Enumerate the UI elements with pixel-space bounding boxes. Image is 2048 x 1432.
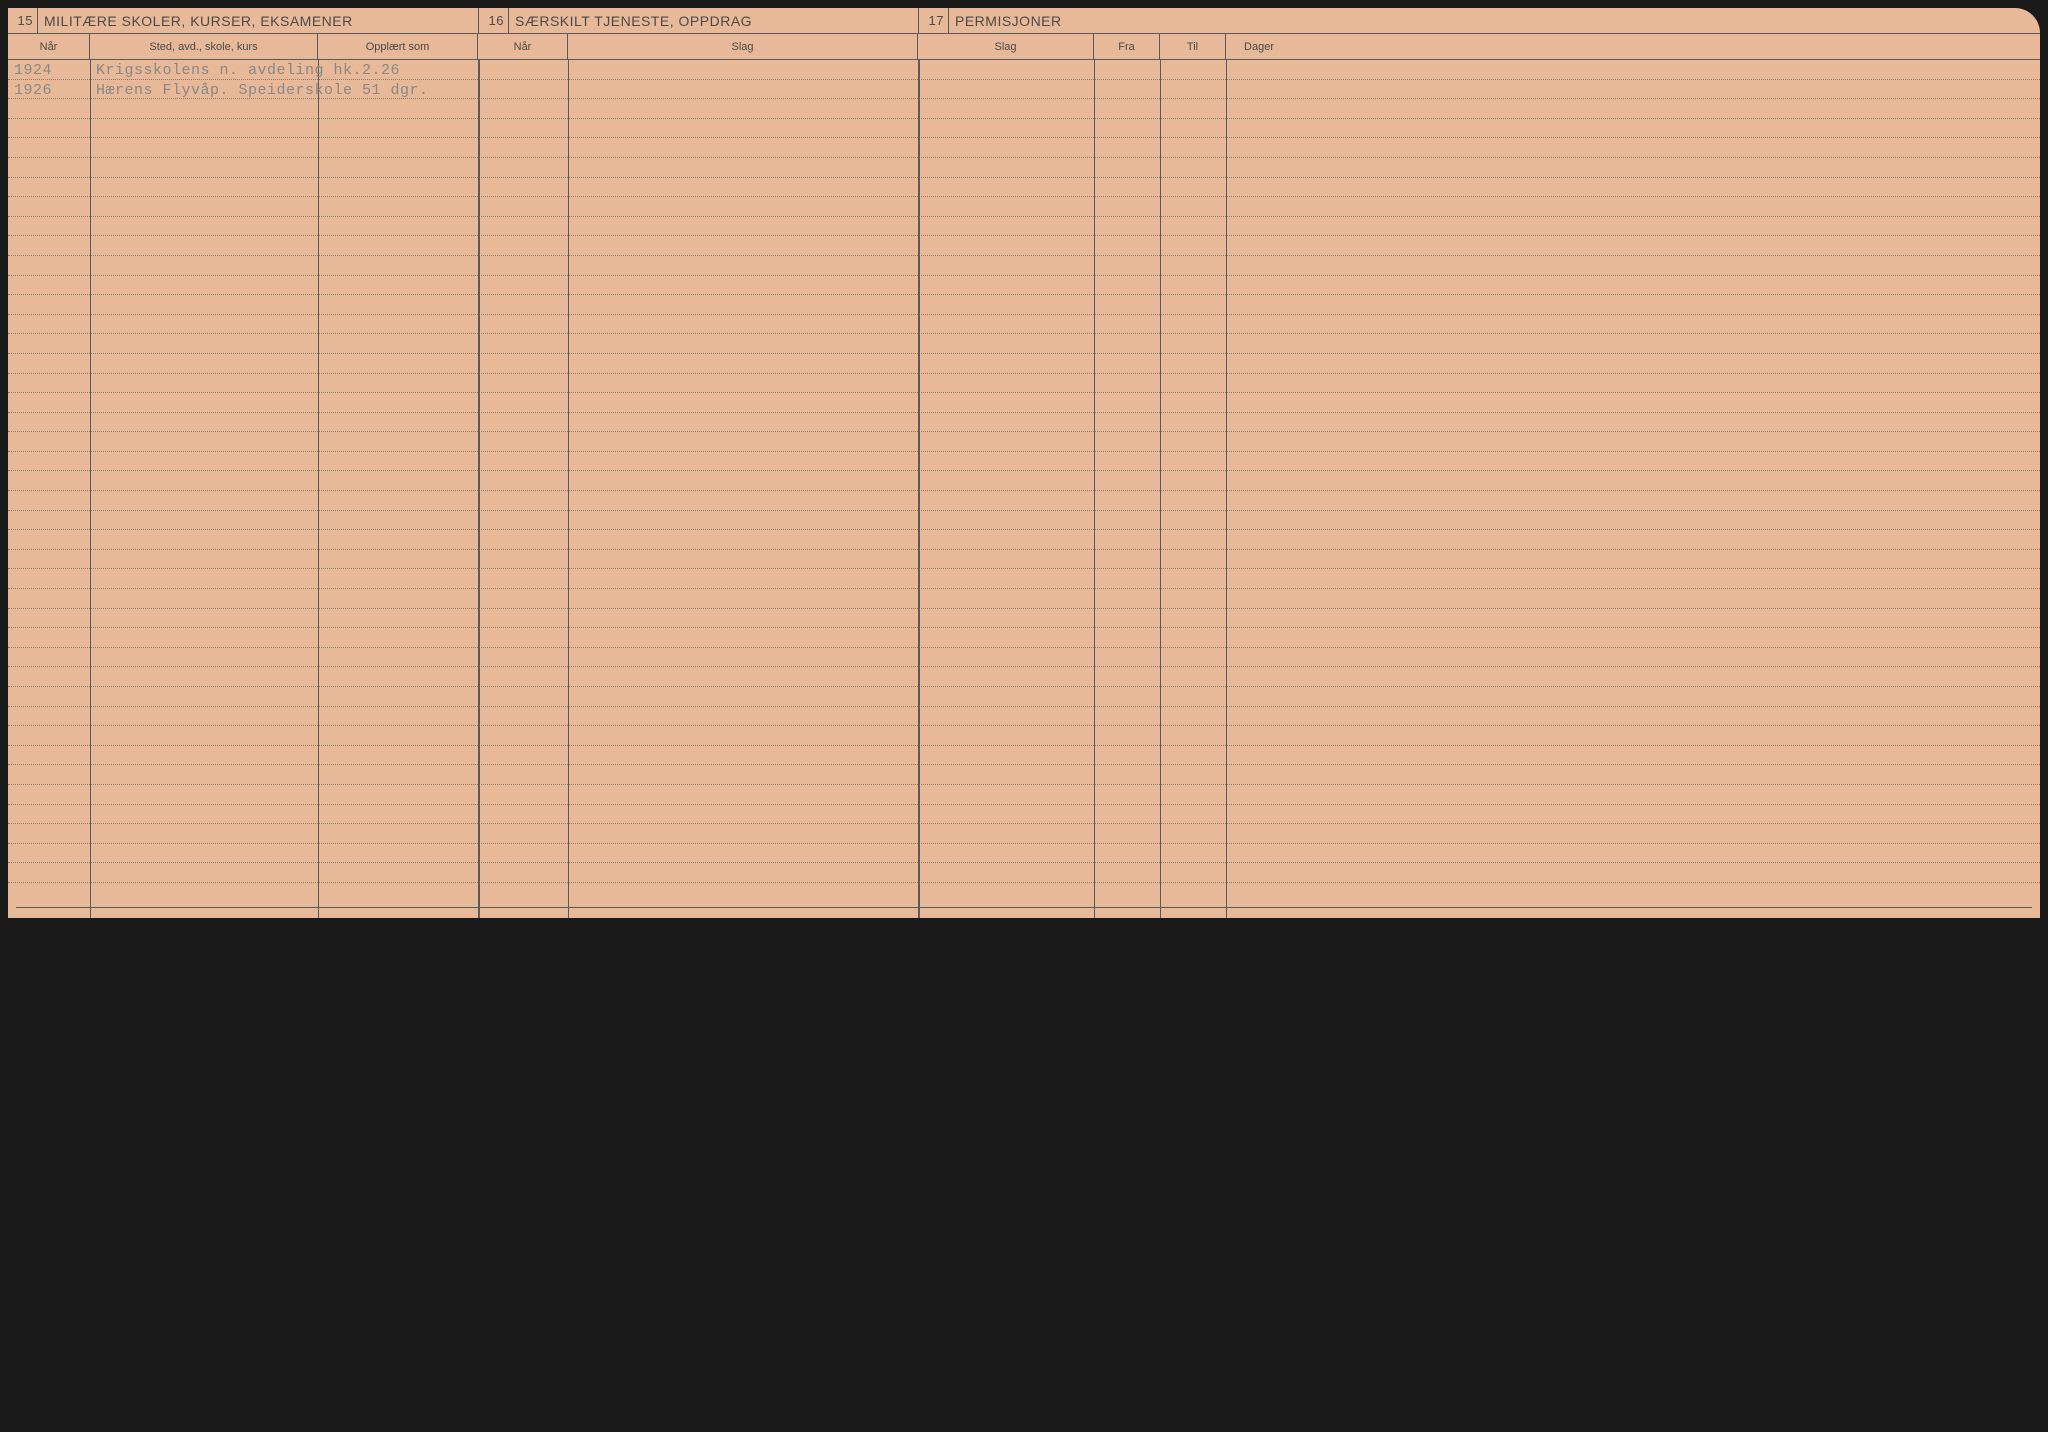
ruled-line — [8, 158, 2040, 178]
dotted-lines-container — [8, 60, 2040, 918]
vertical-divider — [90, 60, 91, 918]
col-header-fra: Fra — [1094, 34, 1160, 59]
ruled-line — [8, 413, 2040, 433]
ruled-line — [8, 726, 2040, 746]
ruled-line — [8, 138, 2040, 158]
section-number: 15 — [8, 8, 38, 33]
section-16-header: 16 SÆRSKILT TJENESTE, OPPDRAG — [478, 8, 918, 33]
ruled-line — [8, 236, 2040, 256]
vertical-divider — [1226, 60, 1227, 918]
ruled-line — [8, 530, 2040, 550]
col-header-nar: Når — [8, 34, 90, 59]
ruled-line — [8, 824, 2040, 844]
ruled-line — [8, 491, 2040, 511]
vertical-divider — [318, 60, 319, 918]
body-area: 1924Krigsskolens n. avdeling hk.2.261926… — [8, 60, 2040, 918]
ruled-line — [8, 550, 2040, 570]
ruled-line — [8, 295, 2040, 315]
ruled-line — [8, 276, 2040, 296]
ruled-line — [8, 432, 2040, 452]
ruled-line — [8, 197, 2040, 217]
ruled-line — [8, 844, 2040, 864]
ruled-line — [8, 452, 2040, 472]
ruled-line — [8, 374, 2040, 394]
ruled-line — [8, 393, 2040, 413]
entry-text: Hærens Flyvåp. Speiderskole 51 dgr. — [90, 82, 429, 99]
section-title: MILITÆRE SKOLER, KURSER, EKSAMENER — [38, 13, 353, 29]
ruled-line — [8, 805, 2040, 825]
ruled-line — [8, 707, 2040, 727]
ruled-line — [8, 256, 2040, 276]
ruled-line — [8, 511, 2040, 531]
entry-text: Krigsskolens n. avdeling hk.2.26 — [90, 62, 400, 79]
ruled-line — [8, 589, 2040, 609]
data-entry-row: 1926Hærens Flyvåp. Speiderskole 51 dgr. — [8, 82, 429, 99]
ruled-line — [8, 471, 2040, 491]
vertical-divider — [1160, 60, 1161, 918]
col-header-til: Til — [1160, 34, 1226, 59]
vertical-divider — [478, 60, 480, 918]
section-15-header: 15 MILITÆRE SKOLER, KURSER, EKSAMENER — [8, 8, 478, 33]
col-header-opplart: Opplært som — [318, 34, 478, 59]
ruled-line — [8, 315, 2040, 335]
ruled-line — [8, 687, 2040, 707]
ruled-line — [8, 785, 2040, 805]
col-header-slag2: Slag — [918, 34, 1094, 59]
ruled-line — [8, 648, 2040, 668]
vertical-divider — [918, 60, 920, 918]
ruled-line — [8, 569, 2040, 589]
section-17-header: 17 PERMISJONER — [918, 8, 2040, 33]
section-number: 16 — [479, 8, 509, 33]
ruled-line — [8, 609, 2040, 629]
ruled-line — [8, 354, 2040, 374]
ruled-line — [8, 863, 2040, 883]
col-header-sted: Sted, avd., skole, kurs — [90, 34, 318, 59]
subheader-row: Når Sted, avd., skole, kurs Opplært som … — [8, 34, 2040, 60]
data-entry-row: 1924Krigsskolens n. avdeling hk.2.26 — [8, 62, 400, 79]
ruled-line — [8, 765, 2040, 785]
entry-year: 1926 — [8, 82, 90, 99]
ruled-line — [8, 178, 2040, 198]
col-header-slag: Slag — [568, 34, 918, 59]
ruled-line — [8, 746, 2040, 766]
record-card: 15 MILITÆRE SKOLER, KURSER, EKSAMENER 16… — [8, 8, 2040, 918]
ruled-line — [8, 334, 2040, 354]
ruled-line — [8, 119, 2040, 139]
entry-year: 1924 — [8, 62, 90, 79]
section-number: 17 — [919, 8, 949, 33]
col-header-dager: Dager — [1226, 34, 1292, 59]
bottom-border — [16, 907, 2032, 909]
vertical-divider — [568, 60, 569, 918]
section-title: PERMISJONER — [949, 13, 1062, 29]
ruled-line — [8, 99, 2040, 119]
vertical-divider — [1094, 60, 1095, 918]
col-header-nar2: Når — [478, 34, 568, 59]
section-title: SÆRSKILT TJENESTE, OPPDRAG — [509, 13, 752, 29]
ruled-line — [8, 217, 2040, 237]
ruled-line — [8, 628, 2040, 648]
header-row: 15 MILITÆRE SKOLER, KURSER, EKSAMENER 16… — [8, 8, 2040, 34]
ruled-line — [8, 667, 2040, 687]
